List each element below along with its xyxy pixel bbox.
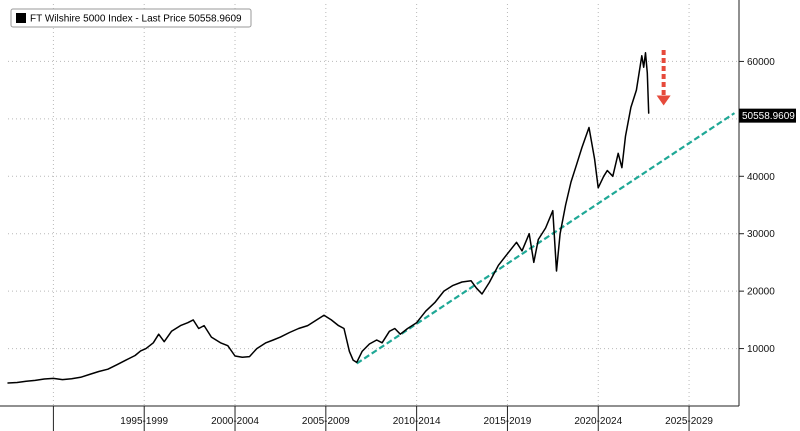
y-tick-label: 40000 [747, 172, 775, 183]
y-tick-label: 10000 [747, 344, 775, 355]
y-tick-label: 60000 [747, 57, 775, 68]
x-tick-label: 2025-2029 [665, 416, 713, 427]
y-tick-label: 30000 [747, 229, 775, 240]
x-tick-label: 2000-2004 [211, 416, 259, 427]
x-tick-label: 1995-1999 [120, 416, 168, 427]
y-tick-label: 20000 [747, 287, 775, 298]
x-tick-label: 2020-2024 [574, 416, 622, 427]
annotation-arrow-head [656, 95, 671, 106]
legend-box [10, 8, 252, 28]
grid-lines [8, 4, 739, 406]
x-tick-label: 2010-2014 [393, 416, 441, 427]
last-price-label: 50558.9609 [742, 111, 795, 122]
legend-swatch [16, 13, 26, 23]
last-price-badge [739, 108, 796, 123]
trendline [356, 112, 736, 365]
series-line [7, 52, 650, 384]
legend: FT Wilshire 5000 Index - Last Price 5055… [10, 8, 252, 28]
x-tick-label: 2015-2019 [484, 416, 532, 427]
x-tick-label: 2005-2009 [302, 416, 350, 427]
legend-label: FT Wilshire 5000 Index - Last Price 5055… [30, 14, 242, 25]
